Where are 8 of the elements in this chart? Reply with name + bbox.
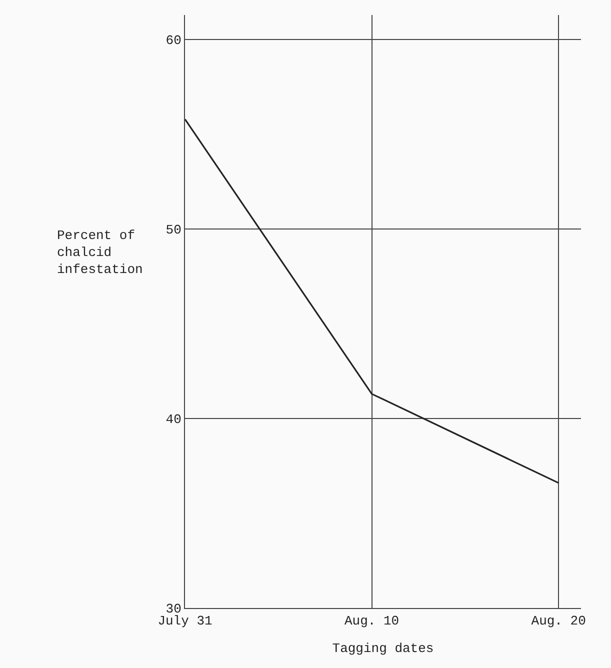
x-tick-label: Aug. 10 — [344, 614, 400, 629]
x-axis-title: Tagging dates — [332, 641, 434, 656]
y-tick-label: 50 — [166, 222, 182, 238]
y-tick-label: 60 — [166, 33, 182, 48]
x-tick-label: Aug. 20 — [531, 614, 586, 629]
y-axis-title: Percent of chalcid infestation — [57, 228, 143, 277]
y-tick-label: 40 — [166, 412, 182, 428]
x-tick-label: July 31 — [158, 614, 213, 629]
